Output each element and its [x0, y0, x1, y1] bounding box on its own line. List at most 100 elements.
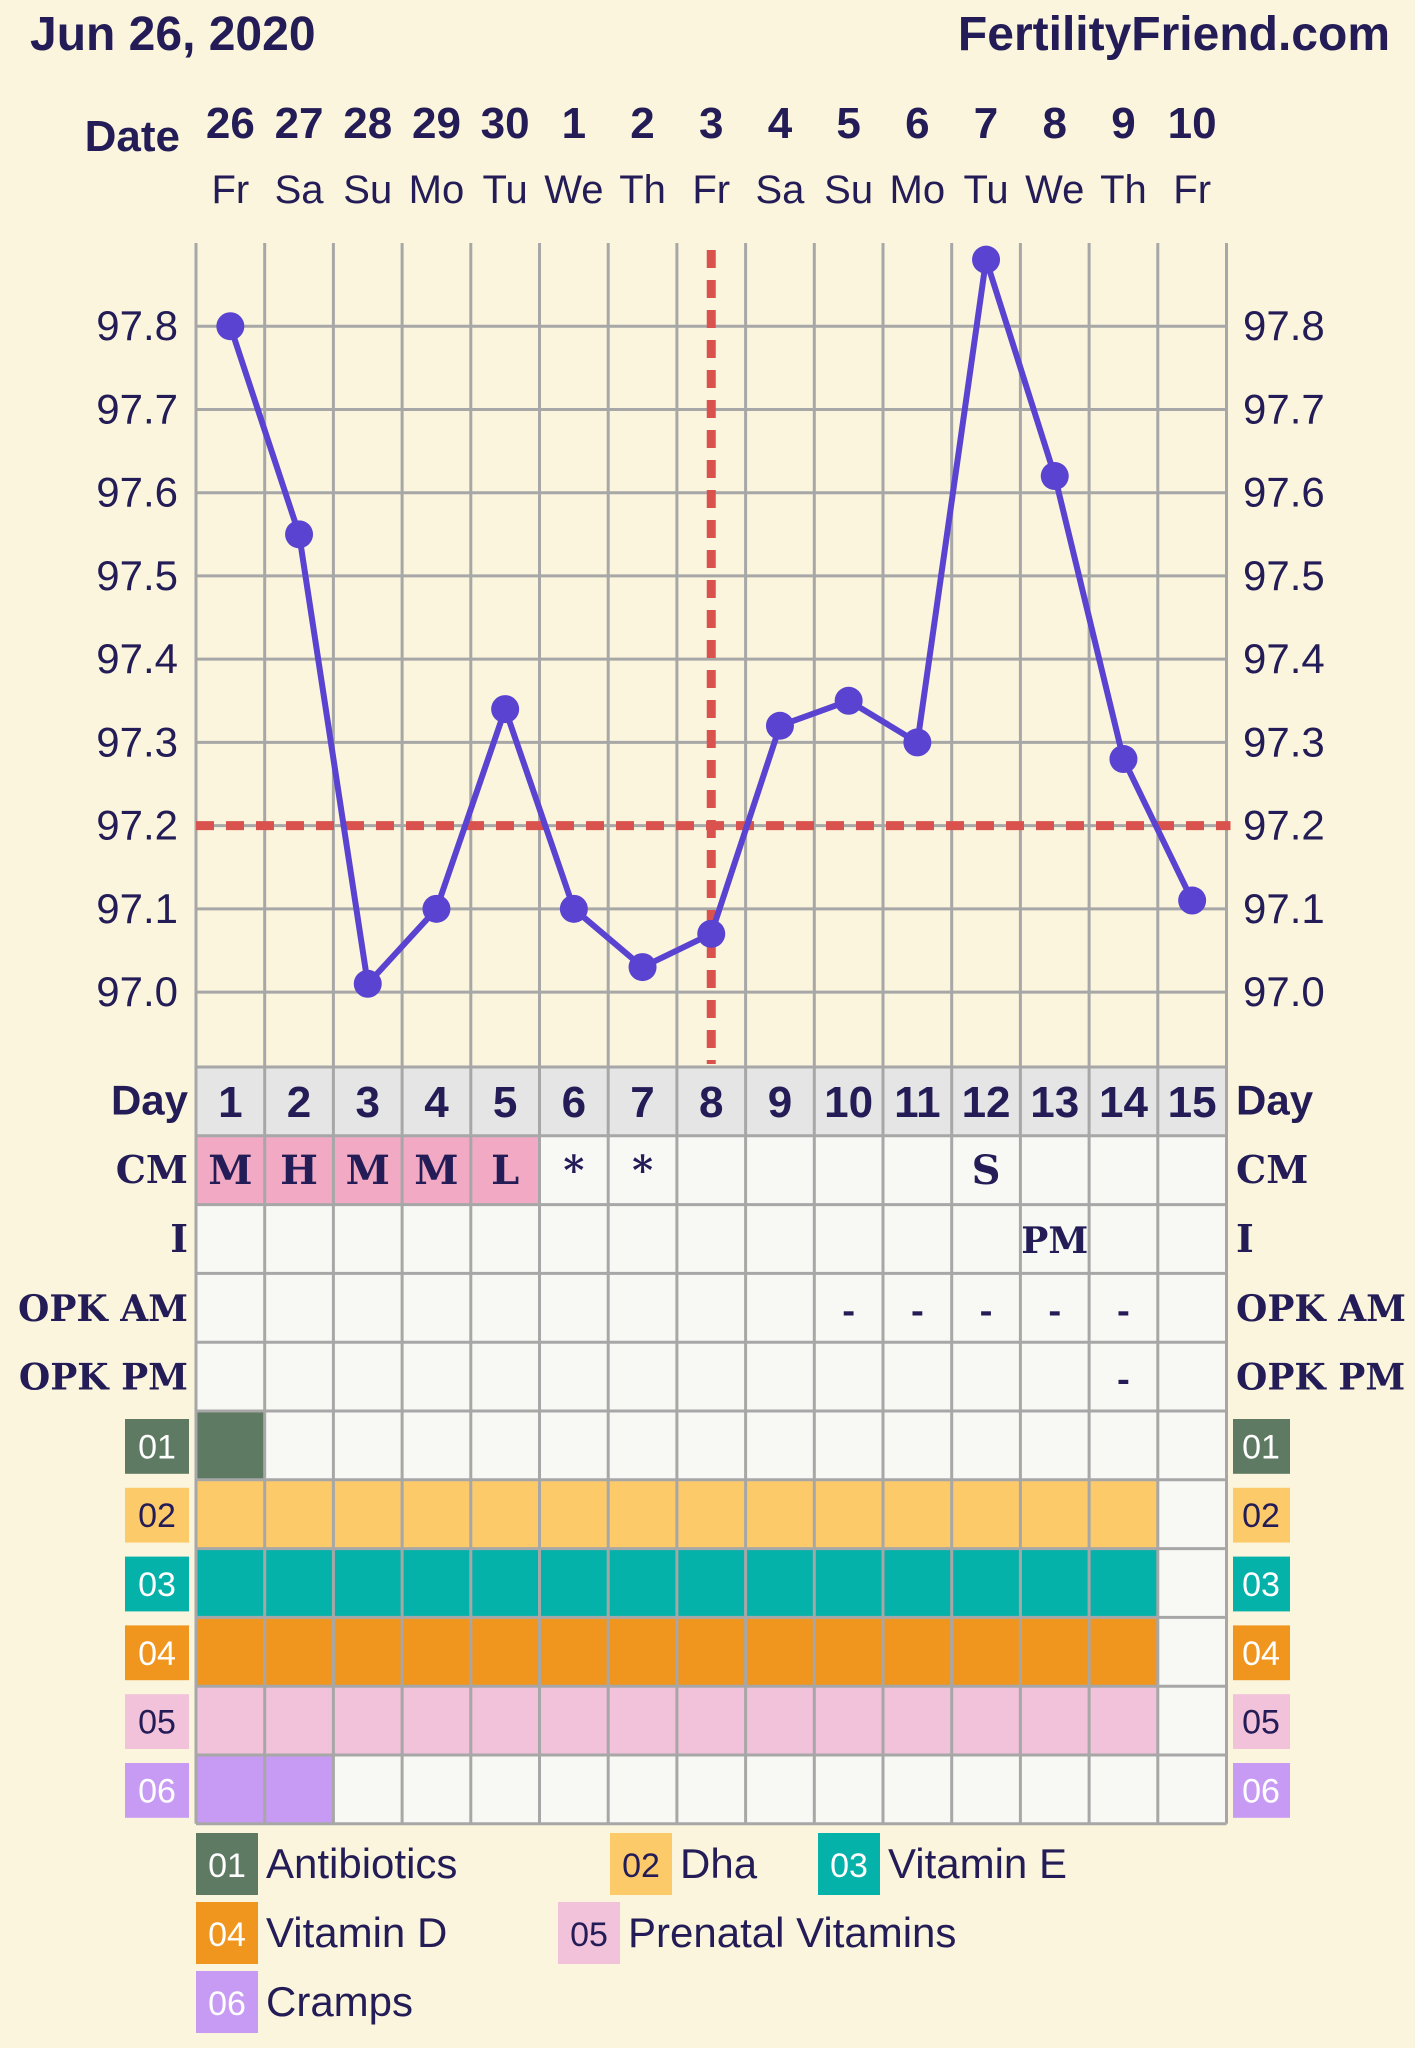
y-tick-label-left: 97.7 — [96, 385, 178, 432]
row-code-right: 04 — [1242, 1635, 1280, 1673]
custom-row-cell — [883, 1617, 952, 1687]
row-code-badge-right — [1233, 1556, 1290, 1612]
row-code-badge-right — [1233, 1763, 1290, 1818]
row-code-right: 06 — [1242, 1772, 1280, 1810]
cycle-day-label: 8 — [699, 1078, 723, 1127]
cycle-day-label: 13 — [1030, 1078, 1079, 1127]
temperature-point — [559, 894, 588, 923]
custom-row-cell — [333, 1548, 403, 1618]
y-axis-right: 97.8 97.7 97.6 97.5 97.4 97.3 97.2 97.1 97.0 — [1243, 302, 1325, 1015]
legend-label: Prenatal Vitamins — [628, 1909, 956, 1956]
weekday-label: Th — [1100, 168, 1147, 212]
date-label: 3 — [699, 99, 723, 148]
opk-pm-cell-text: - — [1117, 1361, 1130, 1399]
cycle-day-label: 11 — [894, 1078, 941, 1127]
temperature-point — [765, 711, 794, 740]
cycle-day-label: 3 — [356, 1078, 380, 1127]
custom-row-cell — [333, 1617, 403, 1687]
custom-row-cell — [883, 1479, 952, 1549]
legend-code: 02 — [622, 1847, 660, 1885]
cycle-day-label: 1 — [218, 1078, 242, 1127]
custom-row-cell — [402, 1617, 471, 1687]
date-label: 6 — [905, 99, 929, 148]
legend-label: Vitamin E — [888, 1840, 1067, 1887]
cycle-day-label: 7 — [630, 1078, 654, 1127]
custom-row-cell — [745, 1617, 815, 1687]
custom-row-cell — [539, 1686, 609, 1755]
row-label-right: Day — [1236, 1076, 1314, 1123]
row-code-left: 05 — [138, 1704, 176, 1742]
custom-row-cell — [745, 1548, 815, 1618]
intercourse-cell-text: PM — [1021, 1220, 1088, 1262]
temperature-point — [1178, 886, 1207, 915]
weekday-label: Fr — [1173, 168, 1211, 212]
row-code-right: 05 — [1242, 1704, 1280, 1742]
opk-am-cell-text: - — [911, 1292, 924, 1330]
row-label-right: OPK PM — [1236, 1357, 1405, 1399]
weekday-label: We — [1025, 168, 1084, 212]
row-code-right: 02 — [1242, 1497, 1280, 1535]
temperature-point — [1109, 745, 1138, 774]
temperature-point — [903, 728, 932, 757]
custom-row-cell — [264, 1479, 334, 1549]
period-cell — [402, 1135, 471, 1205]
row-code-right: 01 — [1242, 1428, 1280, 1466]
temperature-point — [628, 953, 657, 982]
legend-label: Dha — [680, 1840, 758, 1887]
custom-row-cell — [676, 1548, 746, 1618]
temperature-point — [353, 969, 382, 998]
custom-row-cell — [951, 1548, 1021, 1618]
y-tick-label-right: 97.0 — [1243, 968, 1325, 1015]
cycle-day-label: 6 — [562, 1078, 586, 1127]
cycle-day-label: 14 — [1099, 1078, 1148, 1127]
custom-row-cell — [745, 1686, 815, 1755]
custom-row-cell — [814, 1617, 883, 1687]
legend: 01 Antibiotics 02 Dha 03 Vitamin E 04 Vitamin D… — [196, 1833, 1067, 2033]
y-tick-label-right: 97.6 — [1243, 469, 1325, 516]
legend-swatch — [196, 1833, 258, 1895]
weekday-label: Fr — [211, 168, 249, 212]
legend-swatch — [610, 1833, 672, 1895]
custom-row-cell — [814, 1548, 883, 1618]
date-label: 28 — [343, 99, 392, 148]
row-code-badge-right — [1233, 1625, 1290, 1681]
custom-row-cell — [470, 1479, 540, 1549]
date-label: 1 — [562, 99, 586, 148]
y-axis-left: 97.8 97.7 97.6 97.5 97.4 97.3 97.2 97.1 97.0 — [96, 302, 178, 1015]
cm-cell-text: H — [280, 1147, 318, 1194]
weekday-label: Sa — [755, 168, 805, 212]
y-tick-label-right: 97.2 — [1243, 802, 1325, 849]
custom-row-cell — [745, 1479, 815, 1549]
opk-am-cell-text: - — [842, 1292, 855, 1330]
weekday-label: Th — [619, 168, 666, 212]
legend-code: 03 — [830, 1847, 868, 1885]
y-tick-label-right: 97.7 — [1243, 385, 1325, 432]
row-code-left: 02 — [138, 1497, 176, 1535]
row-label-right: I — [1236, 1216, 1254, 1261]
row-code-badge-left — [125, 1556, 189, 1612]
date-label: 26 — [206, 99, 255, 148]
custom-row-cell — [1020, 1548, 1090, 1618]
row-code-badge-left — [125, 1419, 189, 1474]
y-tick-label-left: 97.5 — [96, 552, 178, 599]
opk-am-cell-text: - — [1048, 1292, 1061, 1330]
y-tick-label-right: 97.3 — [1243, 718, 1325, 765]
custom-row-cell — [608, 1686, 677, 1755]
legend-swatch — [818, 1833, 880, 1895]
weekday-label: Su — [343, 168, 392, 212]
cm-cell-text: M — [208, 1147, 252, 1194]
custom-row-cell — [951, 1686, 1021, 1755]
legend-swatch — [558, 1902, 620, 1964]
cycle-day-label: 4 — [424, 1078, 449, 1127]
row-code-left: 06 — [138, 1772, 176, 1810]
row-code-badge-left — [125, 1694, 189, 1749]
row-code-badge-right — [1233, 1487, 1290, 1543]
custom-row-cell — [676, 1479, 746, 1549]
custom-row-cell — [883, 1686, 952, 1755]
y-tick-label-right: 97.4 — [1243, 635, 1325, 682]
y-tick-label-left: 97.6 — [96, 469, 178, 516]
legend-code: 04 — [208, 1916, 246, 1954]
custom-row-cell — [196, 1479, 265, 1549]
y-tick-label-left: 97.2 — [96, 802, 178, 849]
